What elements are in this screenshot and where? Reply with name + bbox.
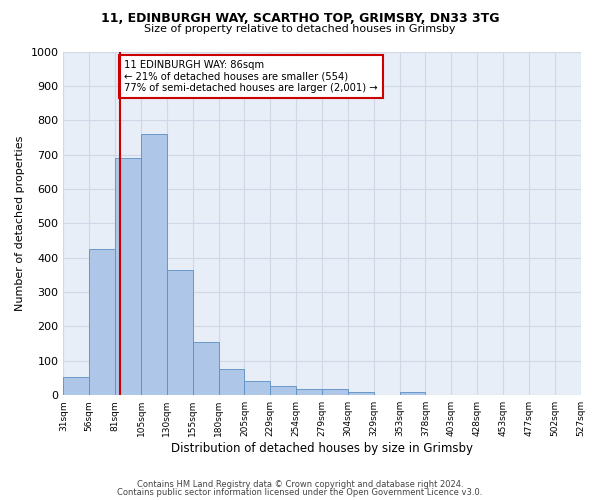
- Bar: [348, 392, 374, 395]
- Bar: [296, 389, 322, 395]
- Bar: [193, 342, 218, 395]
- Bar: [167, 270, 193, 395]
- Text: 11 EDINBURGH WAY: 86sqm
← 21% of detached houses are smaller (554)
77% of semi-d: 11 EDINBURGH WAY: 86sqm ← 21% of detache…: [124, 60, 378, 94]
- Bar: [244, 382, 270, 395]
- Bar: [218, 370, 244, 395]
- X-axis label: Distribution of detached houses by size in Grimsby: Distribution of detached houses by size …: [171, 442, 473, 455]
- Text: 11, EDINBURGH WAY, SCARTHO TOP, GRIMSBY, DN33 3TG: 11, EDINBURGH WAY, SCARTHO TOP, GRIMSBY,…: [101, 12, 499, 26]
- Bar: [89, 249, 115, 395]
- Bar: [141, 134, 167, 395]
- Bar: [400, 392, 425, 395]
- Y-axis label: Number of detached properties: Number of detached properties: [15, 136, 25, 311]
- Bar: [64, 378, 89, 395]
- Text: Size of property relative to detached houses in Grimsby: Size of property relative to detached ho…: [144, 24, 456, 34]
- Text: Contains public sector information licensed under the Open Government Licence v3: Contains public sector information licen…: [118, 488, 482, 497]
- Bar: [115, 158, 141, 395]
- Text: Contains HM Land Registry data © Crown copyright and database right 2024.: Contains HM Land Registry data © Crown c…: [137, 480, 463, 489]
- Bar: [270, 386, 296, 395]
- Bar: [322, 389, 348, 395]
